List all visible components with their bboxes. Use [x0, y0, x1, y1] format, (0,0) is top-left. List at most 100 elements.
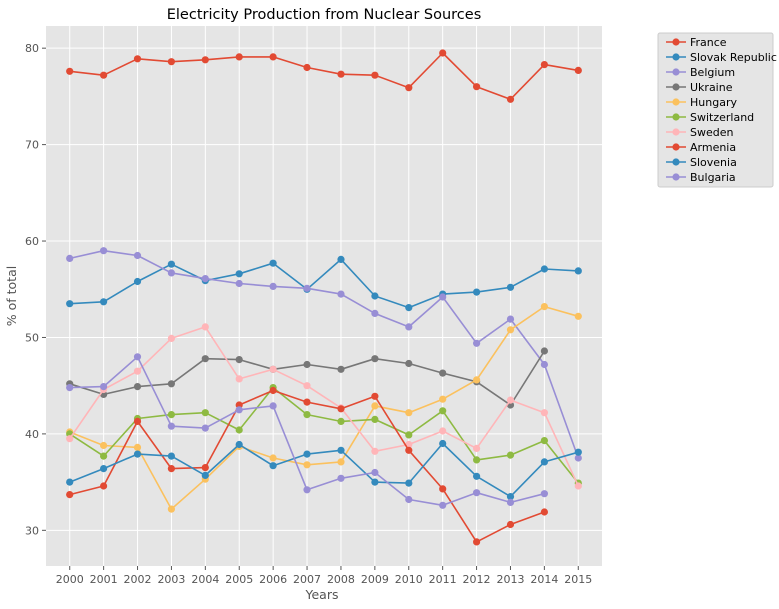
data-point-armenia [100, 482, 108, 490]
data-point-france [100, 71, 108, 79]
data-point-france [473, 83, 481, 91]
data-point-belgium [439, 293, 447, 301]
data-point-sweden [303, 382, 311, 390]
series-sweden [66, 323, 582, 490]
data-point-bulgaria [405, 495, 413, 504]
data-point-armenia [405, 446, 413, 454]
series-line-hungary [69, 305, 579, 510]
data-point-belgium [506, 315, 515, 323]
data-point-slovak-republic [506, 283, 515, 291]
legend-marker [672, 38, 680, 46]
data-point-switzerland [439, 407, 447, 415]
data-point-armenia [473, 538, 481, 546]
data-point-slovak-republic [337, 255, 345, 263]
data-point-slovenia [473, 472, 481, 480]
data-point-sweden [201, 323, 209, 331]
legend-item-armenia: Armenia [666, 141, 736, 154]
data-point-belgium [473, 339, 481, 347]
data-point-slovenia [167, 452, 175, 460]
data-point-sweden [473, 444, 481, 452]
data-point-slovenia [235, 440, 243, 449]
series-bulgaria [66, 353, 549, 509]
y-tick-label: 60 [25, 235, 39, 248]
x-tick-label: 2000 [56, 573, 84, 586]
data-point-slovenia [269, 462, 277, 470]
chart-title: Electricity Production from Nuclear Sour… [167, 7, 482, 23]
legend-label: Ukraine [690, 81, 733, 94]
x-tick-label: 2015 [564, 573, 592, 586]
data-point-bulgaria [133, 353, 142, 361]
legend-label: Belgium [690, 66, 735, 79]
data-point-switzerland [235, 426, 243, 434]
data-point-belgium [405, 323, 413, 331]
x-axis-title: Years [305, 587, 339, 602]
grid [46, 26, 602, 566]
series-line-slovak-republic [69, 258, 579, 309]
data-point-armenia [371, 392, 379, 400]
data-point-ukraine [405, 359, 413, 368]
data-point-bulgaria [167, 422, 175, 430]
legend-item-belgium: Belgium [666, 66, 735, 79]
data-point-ukraine [201, 355, 209, 363]
data-point-sweden [269, 365, 277, 373]
data-point-sweden [66, 435, 74, 443]
legend-item-slovak-republic: Slovak Republic [666, 51, 777, 64]
x-tick-label: 2001 [90, 573, 118, 586]
data-point-slovak-republic [100, 298, 108, 306]
data-point-armenia [167, 465, 175, 473]
data-point-slovak-republic [66, 300, 74, 308]
data-point-armenia [506, 520, 515, 529]
data-point-slovak-republic [371, 292, 379, 300]
y-tick-label: 50 [25, 331, 39, 344]
data-point-switzerland [100, 452, 108, 460]
data-point-armenia [133, 417, 142, 425]
legend-marker [672, 53, 680, 61]
data-point-france [574, 66, 582, 74]
data-point-sweden [439, 427, 447, 435]
data-point-slovenia [506, 493, 515, 501]
series-line-slovenia [69, 442, 579, 498]
x-tick-labels: 2000 2001 2002 2003 2004 2005 2006 2007 2008 2009… [56, 566, 592, 586]
legend-item-bulgaria: Bulgaria [666, 171, 736, 184]
data-point-switzerland [337, 417, 345, 425]
data-point-france [506, 95, 515, 103]
data-point-switzerland [473, 456, 481, 464]
data-point-france [337, 70, 345, 78]
x-tick-label: 2007 [293, 573, 321, 586]
data-point-ukraine [133, 383, 142, 391]
data-point-france [439, 49, 447, 57]
data-point-france [371, 71, 379, 79]
data-point-bulgaria [473, 489, 481, 497]
data-point-slovak-republic [405, 304, 413, 312]
data-point-hungary [133, 443, 142, 451]
data-point-belgium [133, 251, 142, 260]
data-point-bulgaria [100, 383, 108, 391]
x-tick-label: 2012 [463, 573, 491, 586]
data-point-slovenia [337, 446, 345, 454]
legend-marker [672, 98, 680, 106]
legend-label: Bulgaria [690, 171, 736, 184]
data-point-sweden [506, 396, 515, 404]
data-point-slovenia [303, 450, 311, 458]
data-point-sweden [574, 482, 582, 490]
legend-marker [672, 68, 680, 76]
x-tick-label: 2008 [327, 573, 355, 586]
data-point-armenia [66, 491, 74, 499]
data-point-sweden [371, 447, 379, 455]
data-point-ukraine [167, 380, 175, 388]
data-point-slovenia [439, 439, 447, 448]
data-point-hungary [574, 312, 582, 320]
series-slovenia [66, 439, 582, 501]
data-point-belgium [66, 254, 74, 262]
x-tick-label: 2010 [395, 573, 423, 586]
y-tick-label: 70 [25, 139, 39, 152]
data-point-france [405, 84, 413, 92]
data-point-slovak-republic [167, 260, 175, 268]
legend-label: Sweden [690, 126, 733, 139]
data-point-slovenia [100, 465, 108, 473]
data-point-france [133, 55, 142, 63]
data-point-switzerland [506, 451, 515, 459]
data-point-armenia [439, 485, 447, 493]
data-point-belgium [201, 275, 209, 283]
